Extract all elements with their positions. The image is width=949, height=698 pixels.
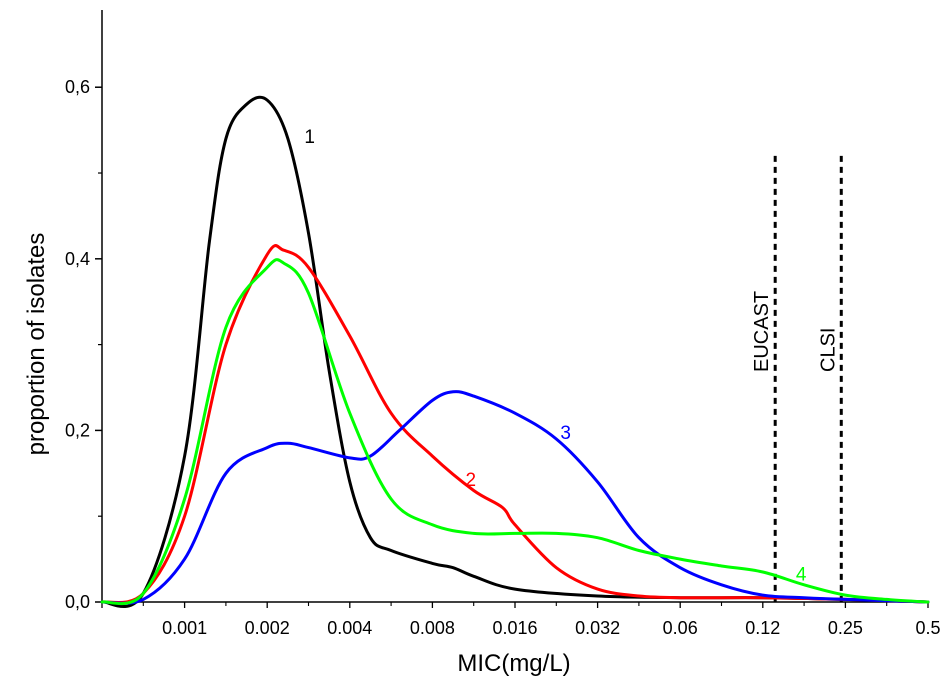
curve-label-2: 2 [465,470,476,491]
series-line-3 [100,390,930,605]
y-tick-label: 0,0 [65,592,90,612]
series-line-1 [100,95,930,608]
axes: 0,0 0,2 0,4 0,6 0.001 0.002 0.004 0.008 0.016 0.0… [65,10,941,638]
curve-labels: 1 2 3 4 [304,127,806,586]
x-tick-label: 0.12 [745,618,780,638]
curve-label-4: 4 [796,565,807,586]
x-tick-label: 0.25 [828,618,863,638]
x-tick-label: 0.001 [162,618,207,638]
x-tick-label: 0.5 [915,618,940,638]
y-tick-label: 0,4 [65,249,90,269]
x-tick-label: 0.016 [492,618,537,638]
x-tick-label: 0.004 [327,618,372,638]
series-line-2 [100,244,930,605]
x-tick-label: 0.06 [663,618,698,638]
y-tick-label: 0,2 [65,420,90,440]
y-tick-label: 0,6 [65,77,90,97]
x-tick-label: 0.008 [410,618,455,638]
x-tick-label: 0.002 [245,618,290,638]
series-curves [100,95,930,608]
reference-lines: EUCAST CLSI [751,155,843,602]
series-line-4 [100,258,930,606]
reference-line-label: CLSI [817,328,839,372]
curve-label-1: 1 [304,127,315,148]
reference-line-label: EUCAST [751,291,773,372]
y-axis-title: proportion of isolates [23,233,50,456]
x-axis-title: MIC(mg/L) [457,650,570,677]
curve-label-3: 3 [560,423,571,444]
x-tick-label: 0.032 [575,618,620,638]
